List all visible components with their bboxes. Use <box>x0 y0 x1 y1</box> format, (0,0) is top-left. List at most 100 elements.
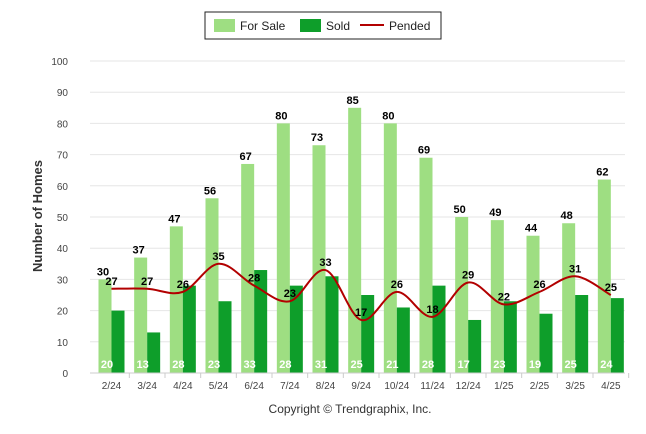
bar-for-sale-2-25 <box>526 235 540 373</box>
x-tick-label-2-25: 2/25 <box>530 381 550 392</box>
bar-for-sale-10-24 <box>383 123 397 374</box>
label-sold-11-24: 28 <box>422 359 434 371</box>
bar-for-sale-6-24 <box>241 163 255 373</box>
label-pended-1-25: 22 <box>498 291 510 303</box>
label-pended-6-24: 28 <box>248 273 260 285</box>
label-sold-4-24: 28 <box>172 359 184 371</box>
data-labels: 30 20 27 37 13 27 47 28 26 56 23 35 67 33 28 80 28 23 73 31… <box>97 95 617 371</box>
bar-sold-1-25 <box>503 301 517 373</box>
label-sold-9-24: 25 <box>351 359 363 371</box>
x-tick-label-3-24: 3/24 <box>137 381 157 392</box>
bar-for-sale-7-24 <box>276 123 290 374</box>
bar-sold-7-24 <box>289 285 303 373</box>
bar-for-sale-1-25 <box>490 220 504 373</box>
label-pended-2-24: 27 <box>105 276 117 288</box>
label-pended-10-24: 26 <box>391 279 403 291</box>
label-for-sale-10-24: 80 <box>382 110 394 122</box>
x-tick-label-6-24: 6/24 <box>244 381 264 392</box>
y-tick-label: 80 <box>57 119 69 130</box>
label-for-sale-2-25: 44 <box>525 223 538 235</box>
y-tick-label: 70 <box>57 151 69 162</box>
bar-sold-3-24 <box>147 332 161 373</box>
y-tick-label: 20 <box>57 307 69 318</box>
label-for-sale-8-24: 73 <box>311 132 323 144</box>
label-sold-7-24: 28 <box>279 359 291 371</box>
bar-sold-2-24 <box>111 310 125 373</box>
label-for-sale-3-24: 37 <box>133 245 145 257</box>
bar-sold-5-24 <box>218 301 232 373</box>
x-tick-label-12-24: 12/24 <box>456 381 481 392</box>
label-sold-2-24: 20 <box>101 359 113 371</box>
x-tick-label-4-25: 4/25 <box>601 381 621 392</box>
pended-line-layer <box>111 262 612 321</box>
bar-sold-8-24 <box>325 276 339 373</box>
label-for-sale-1-25: 49 <box>489 207 501 219</box>
y-tick-label: 10 <box>57 338 69 349</box>
label-pended-9-24: 17 <box>355 307 367 319</box>
bar-sold-11-24 <box>432 285 446 373</box>
x-tick-label-5-24: 5/24 <box>209 381 229 392</box>
axes: 0 10 20 30 40 50 60 70 80 90 100 2/24 3/24 4/24 5/24 6/… <box>51 57 630 392</box>
bar-for-sale-8-24 <box>312 145 326 373</box>
label-pended-8-24: 33 <box>319 257 331 269</box>
bar-sold-4-24 <box>182 285 196 373</box>
label-for-sale-3-25: 48 <box>561 210 573 222</box>
bar-sold-6-24 <box>254 270 268 373</box>
legend-label-sold: Sold <box>326 19 350 33</box>
legend-label-pended: Pended <box>389 19 430 33</box>
legend-box <box>204 11 442 40</box>
label-sold-12-24: 17 <box>458 359 470 371</box>
x-tick-label-9-24: 9/24 <box>351 381 371 392</box>
label-sold-3-24: 13 <box>137 359 149 371</box>
x-tick-label-10-24: 10/24 <box>384 381 409 392</box>
bar-for-sale-3-24 <box>134 257 148 373</box>
bar-for-sale-12-24 <box>455 217 469 373</box>
bar-sold-4-25 <box>610 298 624 373</box>
bar-sold-10-24 <box>396 307 410 373</box>
label-sold-2-25: 19 <box>529 359 541 371</box>
bar-for-sale-2-24 <box>98 279 112 373</box>
y-tick-label: 50 <box>57 213 69 224</box>
label-pended-3-24: 27 <box>141 276 153 288</box>
x-tick-label-1-25: 1/25 <box>494 381 514 392</box>
y-tick-label: 90 <box>57 88 69 99</box>
bar-for-sale-3-25 <box>562 223 576 373</box>
label-pended-4-24: 26 <box>177 279 189 291</box>
y-axis-title: Number of Homes <box>30 160 45 272</box>
bar-for-sale-4-24 <box>169 226 183 373</box>
y-tick-label: 60 <box>57 182 69 193</box>
copyright-footer: Copyright © Trendgraphix, Inc. <box>269 402 432 416</box>
label-for-sale-4-24: 47 <box>168 213 180 225</box>
label-sold-1-25: 23 <box>493 359 505 371</box>
label-sold-3-25: 25 <box>565 359 577 371</box>
label-sold-4-25: 24 <box>600 359 613 371</box>
label-for-sale-11-24: 69 <box>418 145 430 157</box>
bar-for-sale-4-25 <box>597 179 611 373</box>
y-tick-label: 0 <box>62 369 68 380</box>
legend-swatch-sold <box>300 19 321 32</box>
x-tick-label-7-24: 7/24 <box>280 381 300 392</box>
bar-for-sale-5-24 <box>205 198 219 373</box>
label-for-sale-6-24: 67 <box>240 151 252 163</box>
label-for-sale-2-24: 30 <box>97 266 109 278</box>
x-tick-label-8-24: 8/24 <box>316 381 336 392</box>
bar-for-sale-11-24 <box>419 157 433 373</box>
bar-for-sale-9-24 <box>348 107 362 374</box>
bar-sold-3-25 <box>575 295 589 373</box>
label-sold-8-24: 31 <box>315 359 327 371</box>
label-for-sale-9-24: 85 <box>347 95 359 107</box>
label-pended-3-25: 31 <box>569 263 581 275</box>
x-tick-label-3-25: 3/25 <box>565 381 585 392</box>
label-pended-11-24: 18 <box>426 304 438 316</box>
label-sold-6-24: 33 <box>244 359 256 371</box>
bar-sold-12-24 <box>468 319 482 373</box>
label-pended-2-25: 26 <box>533 279 545 291</box>
x-tick-label-2-24: 2/24 <box>102 381 122 392</box>
legend-label-for-sale: For Sale <box>240 19 286 33</box>
label-for-sale-4-25: 62 <box>596 167 608 179</box>
y-tick-label: 100 <box>51 57 68 68</box>
label-for-sale-12-24: 50 <box>454 204 466 216</box>
bars <box>98 107 624 374</box>
y-tick-label: 40 <box>57 244 69 255</box>
